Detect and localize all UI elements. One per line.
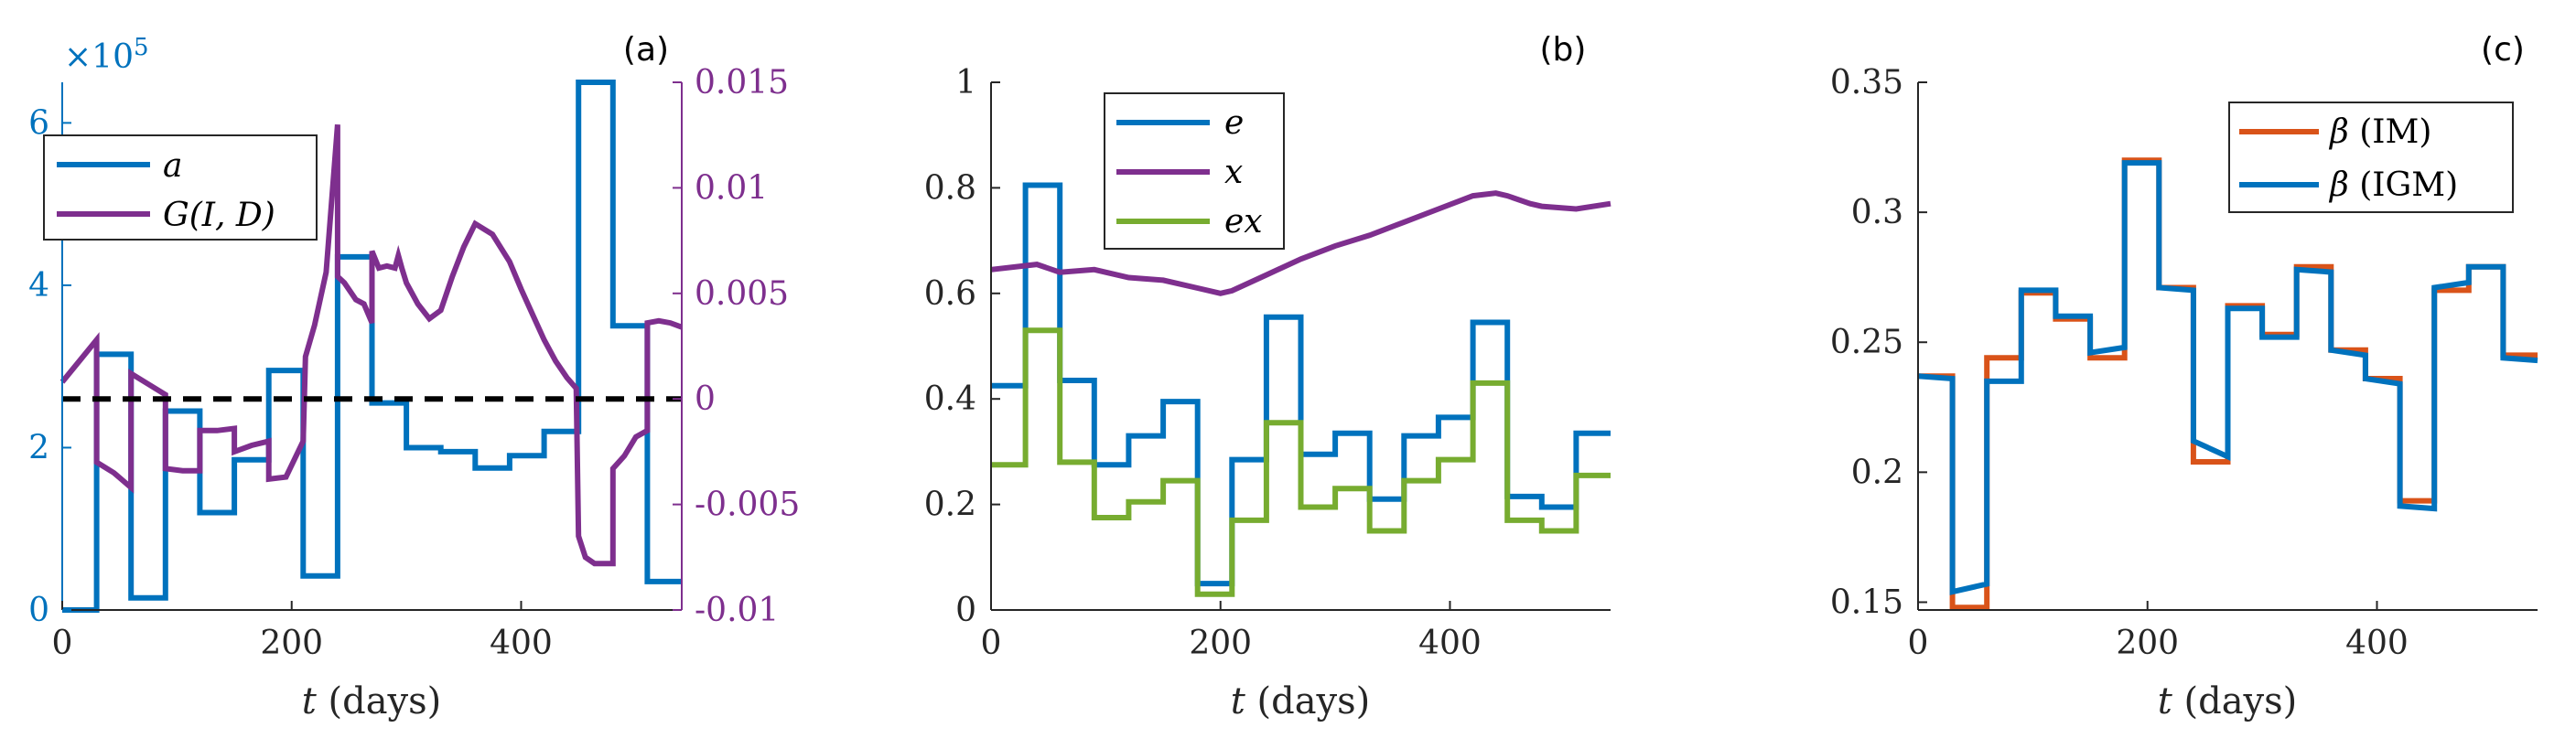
panel-c-legend-box (2228, 102, 2514, 213)
panel-b-legend: e x ex (1104, 92, 1285, 250)
panel-c-ytick-label-1: 0.2 (1851, 454, 1903, 491)
panel-c-series-1 (1917, 160, 2538, 595)
panel-a-xtick-label-0: 0 (52, 625, 73, 662)
panel-a-legend-label-a: a (163, 147, 182, 185)
panel-a-ytick-label-right-0: -0.01 (695, 592, 779, 629)
panel-a: 0 200 400 0 2 4 6 -0.01 -0.005 0 0.005 0.01 0.015 (a… (28, 31, 800, 722)
panel-c-ytick-label-2: 0.25 (1830, 324, 1903, 361)
panel-a-ytick-label-left-0: 0 (28, 592, 49, 629)
panel-a-legend-box (43, 134, 318, 241)
panel-b-series-1 (990, 190, 1611, 296)
panel-c: 0 200 400 0.15 0.2 0.25 0.3 0.35 (c) t (days) β… (1830, 31, 2538, 722)
panel-a-xtick-label-1: 200 (260, 625, 323, 662)
panel-a-ytick-label-right-5: 0.015 (695, 64, 789, 102)
panel-c-legend-label-im: β (IM) (2328, 113, 2431, 151)
panel-a-ytick-label-right-1: -0.005 (695, 487, 800, 524)
panel-b-series-2 (991, 327, 1611, 597)
panel-c-ytick-label-3: 0.3 (1851, 194, 1903, 231)
panel-b-xtick-label-2: 400 (1418, 625, 1482, 662)
panel-c-ytick-label-4: 0.35 (1830, 64, 1903, 102)
panel-a-ytick-label-left-3: 6 (28, 104, 49, 142)
panel-c-xtick-label-0: 0 (1908, 625, 1929, 662)
panel-a-legend: a G(I, D) (43, 134, 318, 241)
panel-a-ytick-label-right-3: 0.005 (695, 275, 789, 313)
panel-b-series-0 (991, 182, 1611, 587)
panel-c-legend-label-igm: β (IGM) (2328, 166, 2458, 204)
panel-b-ytick-label-1: 0.2 (924, 487, 976, 524)
panel-b-legend-label-e: e (1224, 104, 1244, 142)
panel-a-series-group (59, 80, 684, 613)
panel-a-axes: 0 200 400 0 2 4 6 -0.01 -0.005 0 0.005 0.01 0.015 (28, 64, 800, 662)
panel-c-xtick-label-2: 400 (2345, 625, 2409, 662)
panel-b-label: (b) (1540, 31, 1587, 69)
panel-c-label: (c) (2481, 31, 2525, 69)
panel-a-ytick-label-right-2: 0 (695, 380, 716, 418)
panel-c-xlabel: t (days) (2158, 680, 2298, 722)
panel-b-xlabel: t (days) (1231, 680, 1371, 722)
panel-a-series-1 (59, 123, 684, 567)
panel-c-axes: 0 200 400 0.15 0.2 0.25 0.3 0.35 (1830, 64, 2538, 662)
panel-b-ytick-label-0: 0 (955, 592, 976, 629)
panel-a-legend-label-g: G(I, D) (163, 197, 275, 234)
panel-a-left-exponent: ×105 (64, 34, 149, 76)
panel-b-legend-label-x: x (1224, 154, 1243, 191)
panel-a-label: (a) (623, 31, 669, 69)
panel-b-ytick-label-4: 0.8 (924, 169, 976, 207)
panel-c-xtick-label-1: 200 (2116, 625, 2179, 662)
panel-b-legend-label-ex: ex (1224, 203, 1263, 241)
panel-b: 0 200 400 0 0.2 0.4 0.6 0.8 1 (b) t (days) e x e… (924, 31, 1611, 722)
panel-c-series-group (1917, 157, 2538, 611)
panel-b-axes: 0 200 400 0 0.2 0.4 0.6 0.8 1 (924, 64, 1611, 662)
panel-b-xtick-label-0: 0 (981, 625, 1002, 662)
panel-a-xlabel: t (days) (302, 680, 442, 722)
panel-b-ytick-label-2: 0.4 (924, 380, 976, 418)
panel-c-legend: β (IM) β (IGM) (2228, 102, 2514, 213)
panel-b-ytick-label-5: 1 (955, 64, 976, 102)
panel-a-ytick-label-left-1: 2 (28, 429, 49, 466)
panel-a-ytick-label-left-2: 4 (28, 267, 49, 305)
panel-a-ytick-label-right-4: 0.01 (695, 169, 768, 207)
panel-b-series-group (990, 182, 1611, 597)
panel-c-ytick-label-0: 0.15 (1830, 583, 1903, 621)
panel-a-xtick-label-2: 400 (490, 625, 553, 662)
panel-b-ytick-label-3: 0.6 (924, 275, 976, 313)
panel-b-xtick-label-1: 200 (1189, 625, 1252, 662)
